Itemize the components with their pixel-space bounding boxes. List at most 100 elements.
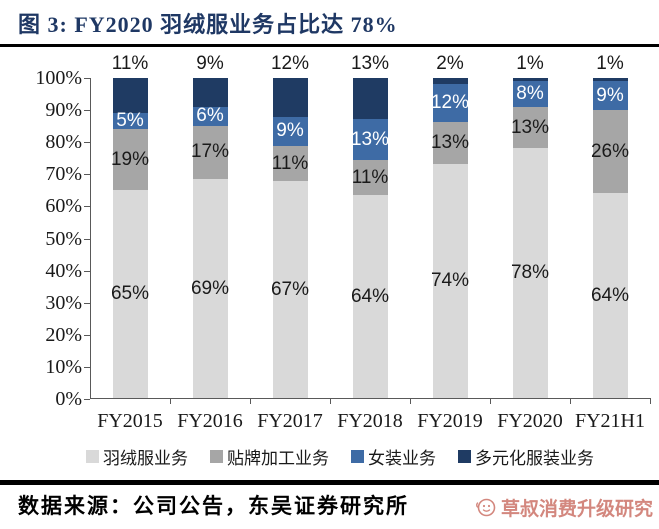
y-axis-tick bbox=[84, 366, 90, 368]
legend-swatch bbox=[86, 450, 99, 463]
x-axis-tick bbox=[650, 398, 651, 404]
bar-segment: 74% bbox=[430, 163, 470, 398]
legend-label: 贴牌加工业务 bbox=[227, 449, 329, 468]
x-axis-tick bbox=[410, 398, 411, 404]
bar-segment bbox=[432, 78, 468, 85]
y-axis-tick bbox=[84, 238, 90, 240]
watermark-logo-icon bbox=[476, 498, 496, 517]
stacked-bar: 9% 26% 64% 1% bbox=[590, 53, 630, 398]
bar-segment: 64% bbox=[591, 193, 629, 398]
legend-item: 多元化服装业务 bbox=[458, 444, 594, 469]
bar-segment: 13% bbox=[430, 122, 470, 164]
bar-segment-label: 74% bbox=[430, 269, 470, 291]
y-tick-label: 40% bbox=[45, 259, 82, 282]
bar-top-label: 13% bbox=[350, 53, 390, 75]
legend-label: 羽绒服业务 bbox=[103, 449, 188, 468]
bar-segment: 12% bbox=[430, 84, 470, 123]
x-tick-label: FY2020 bbox=[497, 410, 563, 432]
bar-segment: 19% bbox=[111, 129, 149, 190]
bar-top-label: 1% bbox=[596, 53, 624, 75]
title-divider bbox=[0, 44, 659, 47]
legend-swatch bbox=[210, 450, 223, 463]
bar-segment: 11% bbox=[351, 160, 389, 196]
y-tick-label: 30% bbox=[45, 291, 82, 314]
y-tick-label: 20% bbox=[45, 323, 82, 346]
plot-area: 5% 19% 65% 11% FY2015 6% 17% 69% 9% FY2016 9% 11% 67… bbox=[90, 53, 651, 432]
bar-segment-label: 8% bbox=[516, 83, 544, 105]
bar-segment: 65% bbox=[110, 190, 150, 398]
bar-segment-label: 11% bbox=[271, 152, 309, 174]
bar-segment: 69% bbox=[190, 179, 230, 398]
x-axis-line bbox=[90, 398, 651, 399]
bar-segment-label: 13% bbox=[350, 128, 390, 150]
y-tick-label: 80% bbox=[45, 131, 82, 154]
y-tick-label: 100% bbox=[35, 67, 82, 89]
bar-segment: 9% bbox=[272, 116, 308, 146]
bar-segment: 11% bbox=[271, 145, 309, 182]
y-axis-tick bbox=[84, 174, 90, 176]
bar-segment bbox=[592, 78, 628, 82]
bar-segment-label: 64% bbox=[350, 285, 390, 307]
data-source-text: 数据来源：公司公告，东吴证券研究所 bbox=[18, 494, 409, 518]
bar-segment: 26% bbox=[590, 110, 630, 194]
y-axis-tick bbox=[84, 142, 90, 144]
bar-segment-label: 65% bbox=[110, 283, 150, 304]
bar-segment: 64% bbox=[350, 195, 390, 398]
x-tick-label: FY21H1 bbox=[574, 410, 646, 432]
bar-segment-label: 9% bbox=[596, 84, 624, 106]
y-tick-label: 10% bbox=[45, 355, 82, 378]
legend-label: 女装业务 bbox=[368, 449, 436, 468]
bar-top-label: 1% bbox=[516, 53, 544, 75]
watermark-badge: 草叔消费升级研究 bbox=[475, 494, 653, 521]
y-tick-label: 50% bbox=[45, 227, 82, 250]
bar-segment: 13% bbox=[510, 106, 550, 149]
x-axis-tick bbox=[170, 398, 171, 404]
stacked-bar: 12% 13% 74% 2% bbox=[430, 53, 470, 398]
bar-top-label: 11% bbox=[111, 53, 149, 75]
legend-item: 女装业务 bbox=[351, 444, 436, 469]
y-axis-tick bbox=[84, 270, 90, 272]
legend-item: 贴牌加工业务 bbox=[210, 444, 329, 469]
bar-segment: 6% bbox=[192, 105, 228, 127]
bar-segment-label: 9% bbox=[276, 120, 304, 142]
bar-segment-label: 26% bbox=[590, 140, 630, 162]
y-axis-line bbox=[90, 78, 91, 399]
bar-segment: 5% bbox=[112, 110, 148, 132]
bar-segment-label: 13% bbox=[430, 131, 470, 153]
y-tick-label: 60% bbox=[45, 195, 82, 218]
stacked-bar: 9% 11% 67% 12% bbox=[271, 53, 309, 398]
bar-segment-label: 6% bbox=[196, 105, 224, 127]
figure-title: 图 3: FY2020 羽绒服业务占比达 78% bbox=[18, 12, 398, 37]
x-tick-label: FY2016 bbox=[177, 410, 243, 432]
y-axis-tick bbox=[84, 302, 90, 304]
bar-segment-label: 11% bbox=[351, 166, 389, 188]
bar-segment-label: 13% bbox=[510, 116, 550, 138]
bar-top-label: 2% bbox=[436, 53, 464, 75]
x-tick-label: FY2018 bbox=[337, 410, 403, 432]
bar-segment-label: 69% bbox=[190, 277, 230, 299]
bar-segment: 9% bbox=[592, 81, 628, 111]
legend-item: 羽绒服业务 bbox=[86, 444, 188, 469]
bar-segment-label: 12% bbox=[430, 92, 470, 114]
stacked-bar: 8% 13% 78% 1% bbox=[510, 53, 550, 398]
bar-segment-label: 17% bbox=[190, 141, 230, 163]
bar-segment bbox=[512, 78, 548, 82]
bar-segment-label: 5% bbox=[116, 110, 144, 132]
bar-segment bbox=[112, 78, 148, 114]
x-axis-tick bbox=[490, 398, 491, 404]
bar-segment: 8% bbox=[512, 81, 548, 107]
y-tick-label: 70% bbox=[45, 163, 82, 186]
x-axis-tick bbox=[250, 398, 251, 404]
legend-swatch bbox=[351, 450, 364, 463]
y-axis-tick bbox=[84, 110, 90, 112]
bar-segment: 17% bbox=[190, 125, 230, 180]
x-tick-label: FY2015 bbox=[97, 410, 163, 432]
stacked-bar: 6% 17% 69% 9% bbox=[190, 53, 230, 398]
y-axis-tick bbox=[84, 399, 90, 400]
stacked-bar: 5% 19% 65% 11% bbox=[110, 53, 150, 398]
x-axis-tick bbox=[570, 398, 571, 404]
y-axis-tick bbox=[84, 206, 90, 208]
x-tick-label: FY2019 bbox=[417, 410, 483, 432]
y-tick-label: 90% bbox=[45, 99, 82, 122]
